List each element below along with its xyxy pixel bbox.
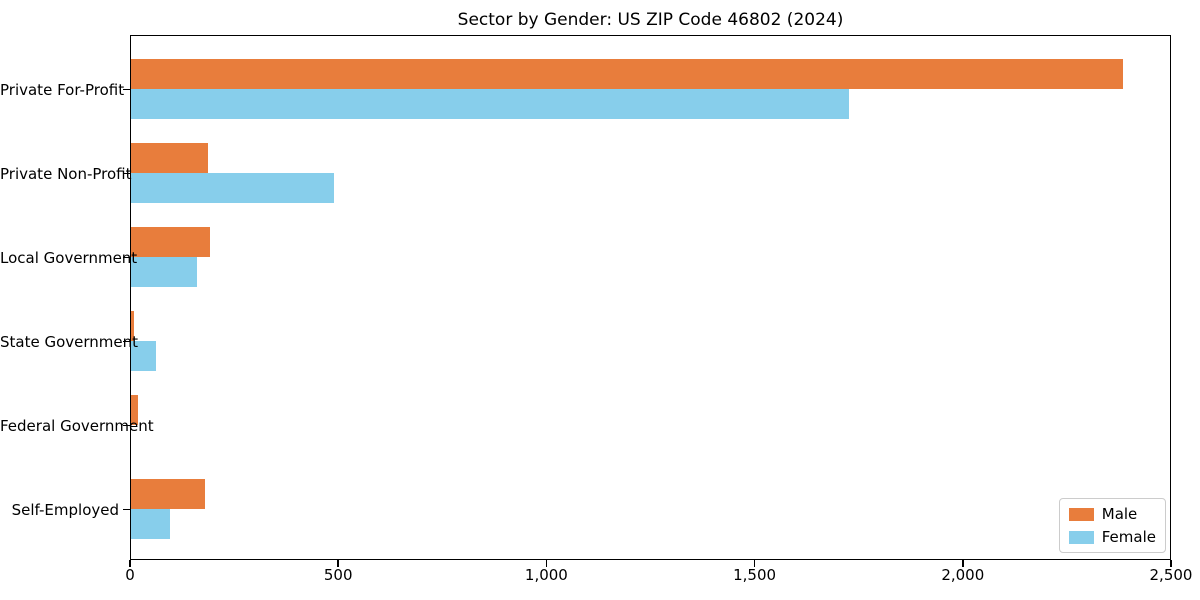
y-tick-label-state-government: State Government	[0, 332, 139, 351]
y-tick-mark	[123, 508, 130, 511]
bar-male-state-government	[131, 311, 135, 341]
legend: Male Female	[1058, 498, 1166, 553]
x-tick-mark	[337, 560, 339, 567]
bar-female-local-government	[131, 257, 198, 287]
y-tick-mark	[123, 88, 130, 91]
x-tick-label-1000: 1,000	[524, 566, 568, 584]
bar-male-self-employed	[131, 479, 205, 509]
y-tick-label-private-non-profit: Private Non-Profit	[0, 164, 132, 183]
bar-female-private-non-profit	[131, 173, 335, 203]
x-tick-mark	[129, 560, 131, 567]
y-tick-label-local-government: Local Government	[0, 248, 138, 267]
x-tick-label-2500: 2,500	[1149, 566, 1193, 584]
legend-label: Female	[1101, 528, 1156, 546]
bar-male-local-government	[131, 227, 210, 257]
x-tick-mark	[962, 560, 964, 567]
legend-item-female: Female	[1068, 528, 1156, 546]
y-tick-label-private-for-profit: Private For-Profit	[0, 80, 125, 99]
legend-swatch-female	[1068, 530, 1094, 544]
x-tick-label-500: 500	[323, 566, 353, 584]
y-tick-mark	[123, 340, 130, 343]
y-tick-label-federal-government: Federal Government	[0, 416, 154, 435]
y-tick-mark	[123, 256, 130, 259]
x-tick-mark	[1170, 560, 1172, 567]
chart-title: Sector by Gender: US ZIP Code 46802 (202…	[457, 10, 844, 30]
x-tick-label-2000: 2,000	[941, 566, 985, 584]
x-tick-label-1500: 1,500	[733, 566, 777, 584]
y-tick-mark	[123, 424, 130, 427]
bar-male-private-for-profit	[131, 59, 1124, 89]
bar-female-state-government	[131, 341, 156, 371]
y-tick-mark	[123, 172, 130, 175]
legend-label: Male	[1101, 505, 1138, 523]
bar-female-self-employed	[131, 509, 171, 539]
bar-female-private-for-profit	[131, 89, 850, 119]
bar-male-private-non-profit	[131, 143, 208, 173]
bar-male-federal-government	[131, 395, 139, 425]
x-tick-mark	[545, 560, 548, 567]
x-tick-label-0: 0	[125, 566, 135, 584]
x-tick-mark	[753, 560, 756, 567]
legend-swatch-male	[1068, 507, 1094, 521]
plot-area: Male Female	[130, 35, 1171, 560]
legend-item-male: Male	[1068, 505, 1156, 523]
y-tick-label-self-employed: Self-Employed	[11, 500, 119, 519]
